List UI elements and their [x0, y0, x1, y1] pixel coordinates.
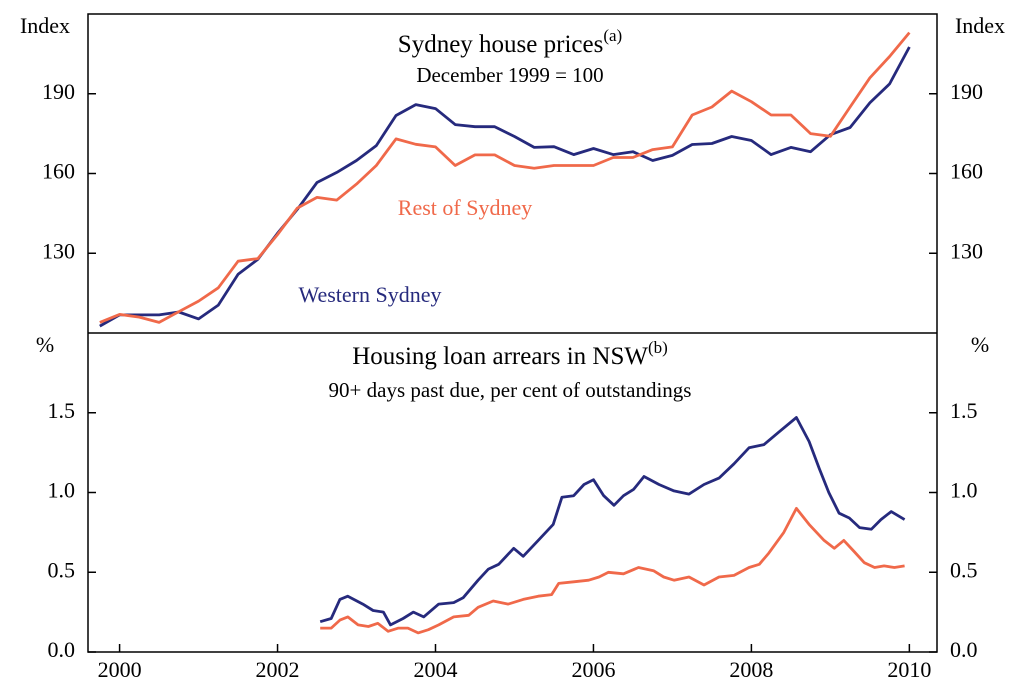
series-line [99, 31, 911, 324]
series-label: Western Sydney [298, 282, 441, 307]
x-tick-label: 2004 [413, 657, 457, 682]
y-tick-label: 130 [42, 238, 75, 263]
y-tick-label-right: 0.0 [950, 637, 978, 662]
title-note: (b) [648, 338, 668, 357]
y-unit-right: % [971, 332, 989, 357]
x-tick-label: 2000 [98, 657, 142, 682]
y-tick-label-right: 1.5 [950, 398, 978, 423]
series-label: Rest of Sydney [398, 195, 532, 220]
panel-subtitle: 90+ days past due, per cent of outstandi… [329, 378, 692, 402]
y-unit: Index [20, 13, 70, 38]
panel-subtitle: December 1999 = 100 [416, 63, 603, 87]
y-tick-label-right: 130 [950, 238, 983, 263]
series-line [99, 46, 911, 328]
y-tick-label-right: 160 [950, 159, 983, 184]
title-note: (a) [603, 26, 622, 45]
y-tick-label-right: 1.0 [950, 478, 978, 503]
series-line [320, 507, 905, 635]
y-tick-label-right: 190 [950, 79, 983, 104]
title-text: Housing loan arrears in NSW [352, 343, 648, 370]
panel-title: Sydney house prices(a) [398, 26, 622, 58]
y-tick-label: 160 [42, 159, 75, 184]
series-line [319, 416, 906, 627]
x-tick-label: 2006 [571, 657, 615, 682]
y-tick-label: 0.5 [48, 557, 76, 582]
x-tick-label: 2002 [256, 657, 300, 682]
panel-title: Housing loan arrears in NSW(b) [352, 338, 668, 370]
title-text: Sydney house prices [398, 31, 604, 58]
y-tick-label-right: 0.5 [950, 557, 978, 582]
y-tick-label: 190 [42, 79, 75, 104]
y-unit: % [36, 332, 54, 357]
y-tick-label: 1.5 [48, 398, 76, 423]
x-tick-label: 2010 [887, 657, 931, 682]
x-tick-label: 2008 [729, 657, 773, 682]
y-tick-label: 0.0 [48, 637, 76, 662]
y-tick-label: 1.0 [48, 478, 76, 503]
y-unit-right: Index [955, 13, 1005, 38]
